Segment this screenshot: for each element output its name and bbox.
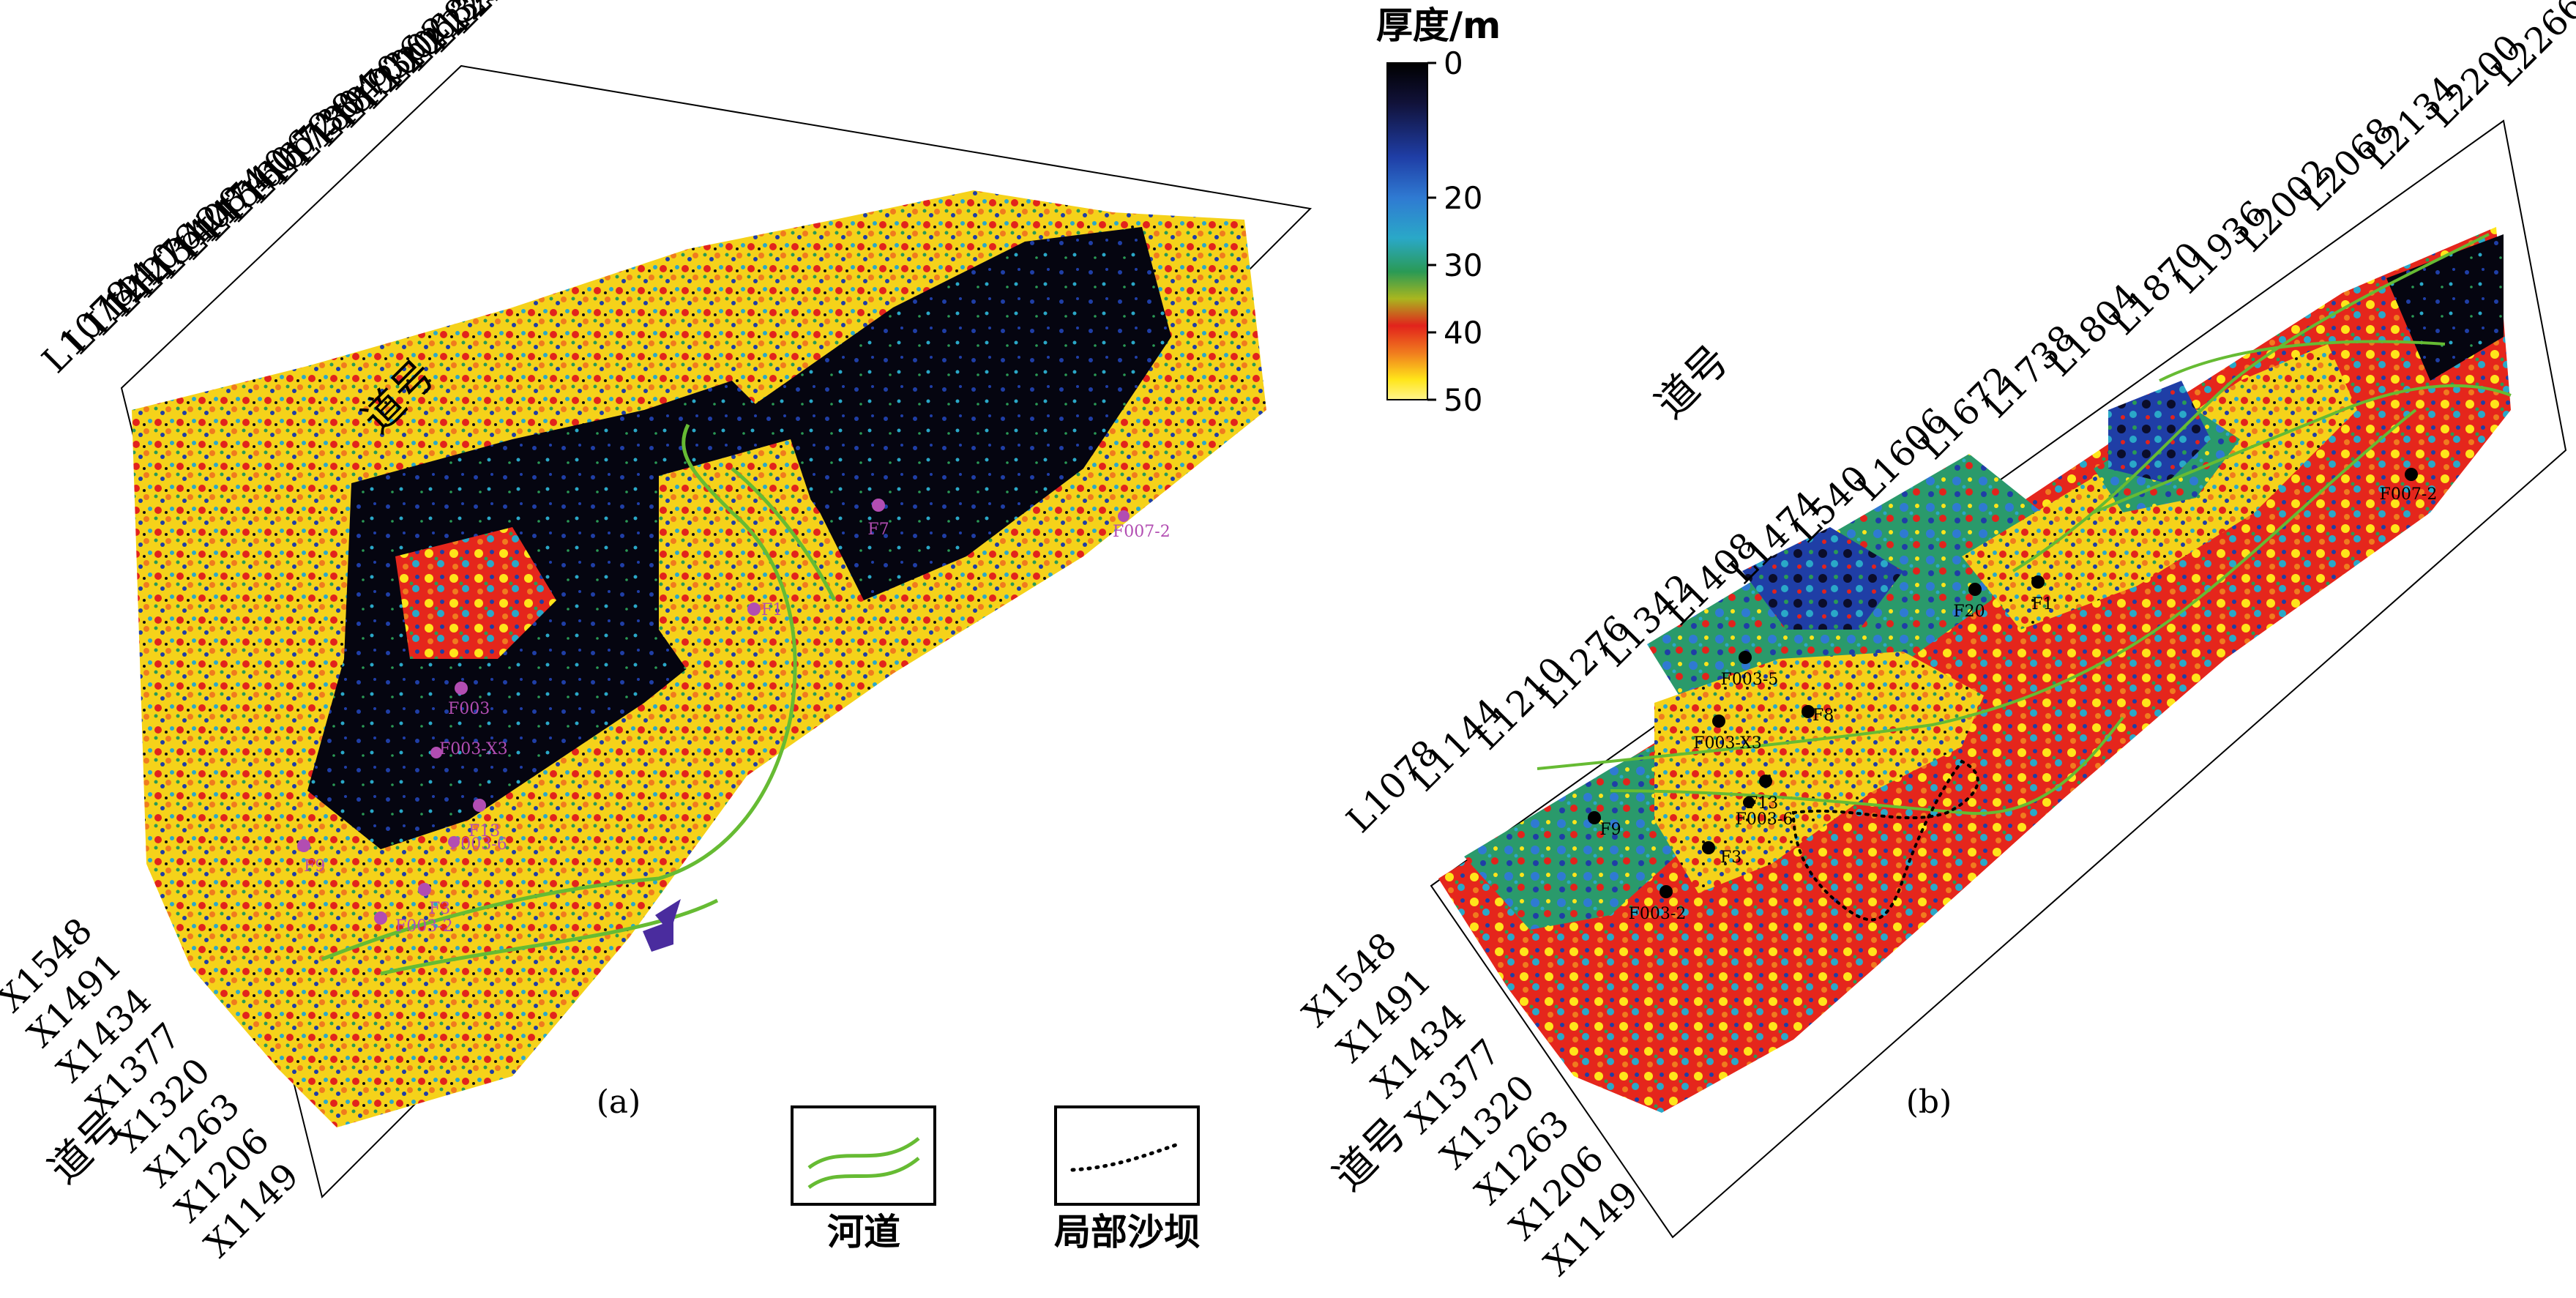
panel-a-caption: (a)	[597, 1083, 641, 1121]
well-label: F13	[468, 822, 500, 840]
well-label: F003-5	[1721, 671, 1779, 689]
well-label: F003-X3	[439, 740, 508, 758]
colorbar-gradient	[1386, 62, 1428, 400]
well-label: F9	[1599, 821, 1621, 839]
legend: 河道 局部沙坝	[791, 1105, 1201, 1253]
well-label: F007-2	[2380, 485, 2438, 504]
colorbar-tick-label: 40	[1444, 315, 1482, 351]
well-label: F3	[1720, 848, 1741, 867]
colorbar-tick-label: 50	[1444, 382, 1482, 418]
panel-a-wells: F7 F007-2 F1 F003 F003-X3 F13 F003-6 F9 …	[297, 499, 1171, 936]
colorbar: 厚度/m 0 20 30 40 50	[1376, 4, 1501, 418]
colorbar-tick-label: 0	[1444, 45, 1463, 81]
panel-b-thickness-map	[1438, 227, 2511, 1113]
legend-sandbar-label: 局部沙坝	[1054, 1211, 1201, 1253]
colorbar-title: 厚度/m	[1376, 4, 1501, 47]
legend-channel-label: 河道	[827, 1211, 900, 1253]
legend-channel: 河道	[791, 1105, 936, 1253]
colorbar-ticks: 0 20 30 40 50	[1427, 45, 1482, 418]
colorbar-tick-label: 20	[1444, 180, 1482, 216]
panel-b-channels	[1537, 233, 2512, 816]
well-label: F003-6	[1736, 810, 1793, 829]
well-label: F003-6	[449, 835, 507, 854]
well-label: F003-2	[395, 917, 453, 936]
panel-b-sandbar-outline	[1791, 759, 1979, 922]
well-label: F1	[2031, 595, 2053, 613]
well-label: F007-2	[1113, 523, 1171, 541]
well-label: F003-2	[1629, 905, 1687, 923]
panel-a-thickness-map	[132, 190, 1266, 1127]
well-label: F003	[448, 700, 490, 718]
well-label: F8	[1812, 706, 1834, 725]
panel-b-trace-axis-title: 道号	[1324, 1108, 1416, 1200]
well-label: F003-X3	[1693, 734, 1762, 753]
panel-a-arrow	[643, 899, 681, 952]
well-label: F1	[761, 601, 783, 619]
panel-b-line-axis-title: 道号	[1646, 336, 1738, 428]
panel-a: F7 F007-2 F1 F003 F003-X3 F13 F003-6 F9 …	[0, 0, 1313, 1265]
well-label: F9	[304, 857, 325, 876]
colorbar-tick-label: 30	[1444, 247, 1482, 283]
well-label: F20	[1953, 603, 1985, 621]
well-label: F3	[429, 900, 450, 918]
well-label: F7	[867, 521, 889, 539]
panel-b-wells: F007-2 F20 F1 F003-5 F8 F003-X3 F13 F003…	[1588, 468, 2437, 923]
legend-sandbar: 局部沙坝	[1054, 1105, 1201, 1253]
panel-a-channels	[321, 423, 837, 976]
panel-b: F007-2 F20 F1 F003-5 F8 F003-X3 F13 F003…	[1295, 0, 2576, 1283]
panel-b-caption: (b)	[1906, 1083, 1952, 1121]
